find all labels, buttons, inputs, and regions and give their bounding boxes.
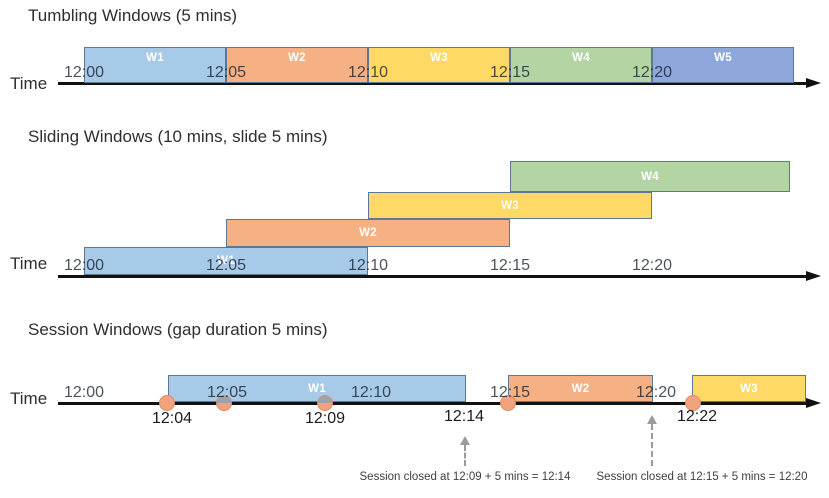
sliding-window-w3: W3 <box>368 192 652 219</box>
tumbling-section-title: Tumbling Windows (5 mins) <box>28 6 238 25</box>
session-event-dot <box>685 395 701 411</box>
tumbling-tick-12-15: 12:15 <box>489 64 531 81</box>
tumbling-window-w3: W3 <box>368 47 510 83</box>
session-event-dot <box>159 395 175 411</box>
session-tick-12-10: 12:10 <box>350 384 392 401</box>
session-callout-arrow-up-icon <box>647 415 657 424</box>
sliding-tick-12-10: 12:10 <box>347 257 389 274</box>
tumbling-window-w5: W5 <box>652 47 794 83</box>
sliding-window-w2: W2 <box>226 219 510 247</box>
sliding-tick-12-00: 12:00 <box>63 257 105 274</box>
session-event-time-12-09: 12:09 <box>304 410 346 427</box>
session-time-axis-arrowhead-icon <box>806 398 821 408</box>
tumbling-window-w5-label: W5 <box>714 52 732 64</box>
tumbling-time-axis <box>58 82 812 85</box>
sliding-time-axis <box>58 275 812 278</box>
tumbling-tick-12-05: 12:05 <box>205 64 247 81</box>
sliding-window-w3-label: W3 <box>501 199 519 212</box>
session-window-w2-label: W2 <box>571 382 590 395</box>
tumbling-window-w2-label: W2 <box>288 52 306 64</box>
sliding-window-w1: W1 <box>84 247 368 275</box>
session-event-dot <box>317 395 333 411</box>
sliding-time-axis-label: Time <box>10 254 48 273</box>
session-time-axis <box>58 402 812 405</box>
session-event-time-12-04: 12:04 <box>151 410 193 427</box>
tumbling-window-w1: W1 <box>84 47 226 83</box>
tumbling-window-w1-label: W1 <box>146 52 164 64</box>
session-window-w3-label: W3 <box>740 382 758 395</box>
sliding-tick-12-15: 12:15 <box>489 257 531 274</box>
sliding-tick-12-05: 12:05 <box>205 257 247 274</box>
session-window-w1-label: W1 <box>308 382 326 395</box>
tumbling-window-w4-label: W4 <box>572 52 590 64</box>
session-callout-arrow-stem <box>464 445 466 466</box>
tumbling-tick-12-20: 12:20 <box>631 64 673 81</box>
sliding-window-w1-label: W1 <box>217 255 235 267</box>
session-section-title: Session Windows (gap duration 5 mins) <box>28 320 328 339</box>
tumbling-window-w4: W4 <box>510 47 652 83</box>
session-event-time-12-14: 12:14 <box>443 408 485 425</box>
sliding-tick-12-20: 12:20 <box>631 257 673 274</box>
session-callout-arrow-up-icon <box>460 436 470 445</box>
session-event-dot <box>216 395 232 411</box>
session-tick-12-20: 12:20 <box>635 384 677 401</box>
session-window-w2: W2 <box>508 375 653 402</box>
session-close-annotation: Session closed at 12:15 + 5 mins = 12:20 <box>596 471 808 483</box>
sliding-window-w4: W4 <box>510 161 790 192</box>
sliding-window-w2-label: W2 <box>359 227 377 239</box>
tumbling-window-w2: W2 <box>226 47 368 83</box>
sliding-time-axis-arrowhead-icon <box>806 271 821 281</box>
session-window-w3: W3 <box>692 375 806 402</box>
tumbling-tick-12-00: 12:00 <box>63 64 105 81</box>
session-tick-12-00: 12:00 <box>63 384 105 401</box>
sliding-window-w4-label: W4 <box>641 170 659 183</box>
session-close-annotation: Session closed at 12:09 + 5 mins = 12:14 <box>359 471 571 483</box>
session-tick-12-05: 12:05 <box>206 384 248 401</box>
tumbling-tick-12-10: 12:10 <box>347 64 389 81</box>
session-time-axis-label: Time <box>10 389 48 408</box>
session-event-dot <box>500 395 516 411</box>
session-callout-arrow-stem <box>651 424 653 466</box>
tumbling-window-w3-label: W3 <box>430 52 448 64</box>
tumbling-time-axis-arrowhead-icon <box>806 78 821 88</box>
tumbling-time-axis-label: Time <box>10 74 48 93</box>
session-event-time-12-22: 12:22 <box>676 408 718 425</box>
sliding-section-title: Sliding Windows (10 mins, slide 5 mins) <box>28 127 328 146</box>
session-tick-12-15: 12:15 <box>489 384 531 401</box>
